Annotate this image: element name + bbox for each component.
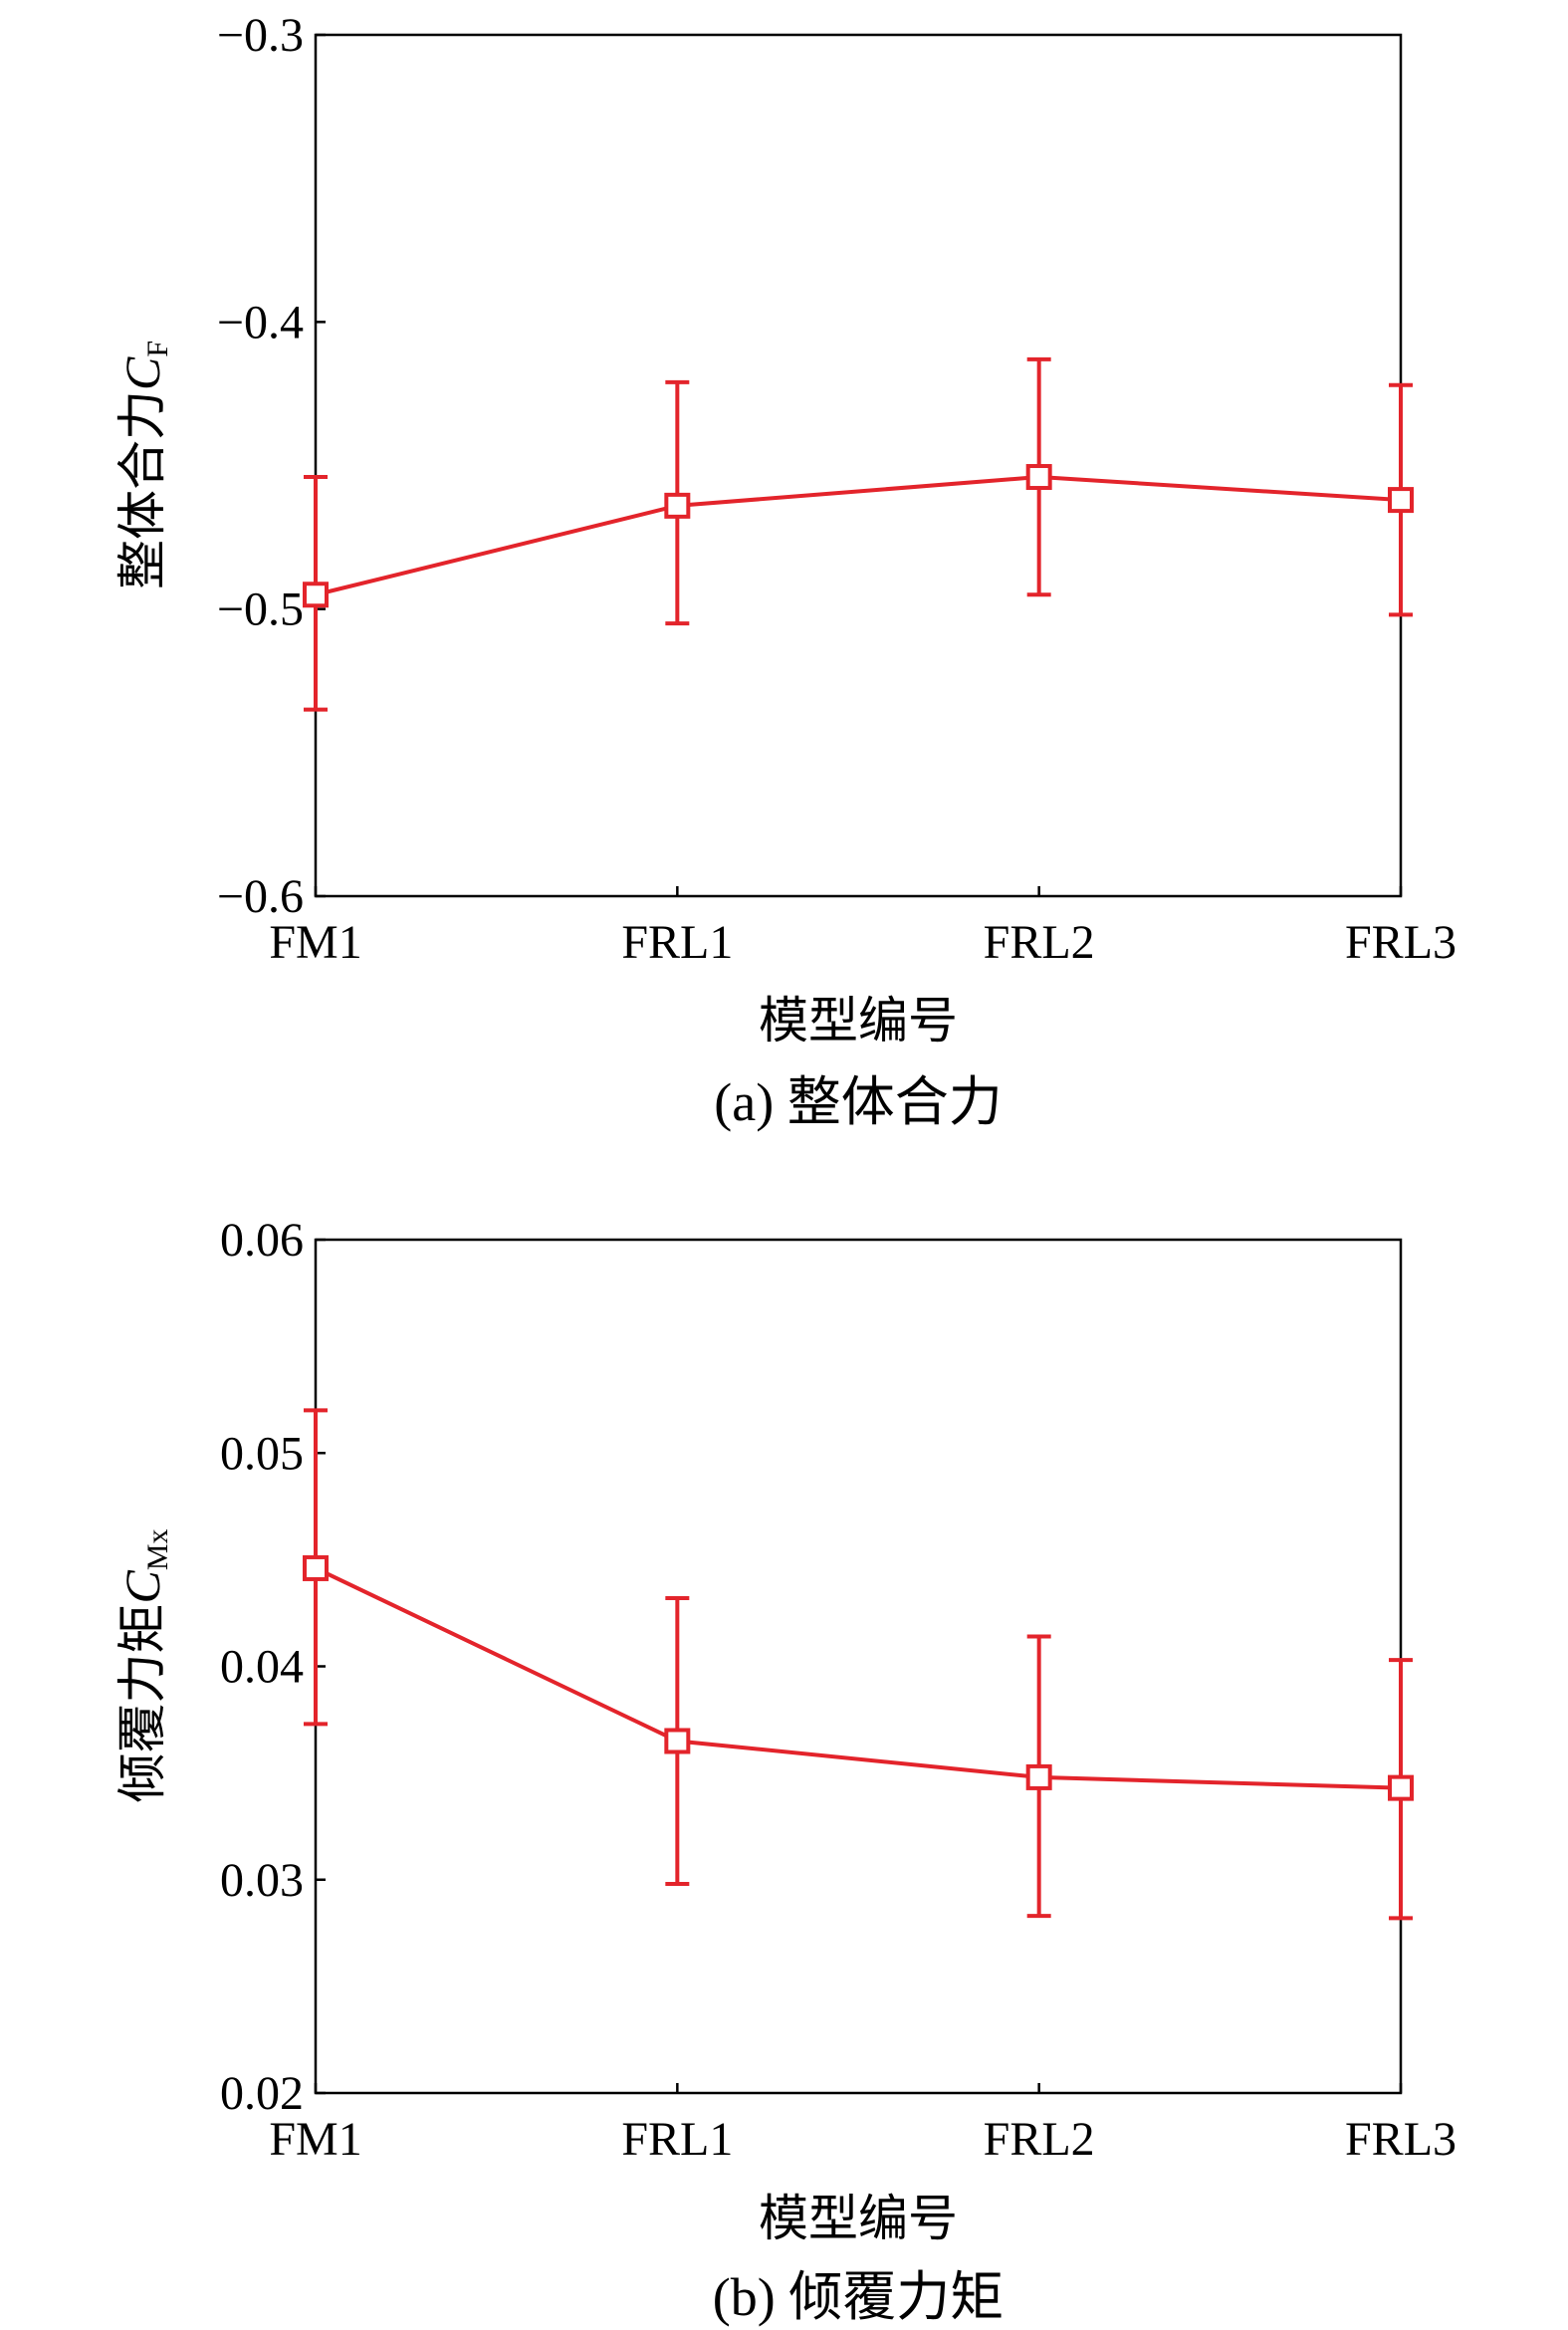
y-axis-symbol: C — [114, 1570, 170, 1604]
svg-text:倾覆力矩CMx: 倾覆力矩CMx — [114, 1528, 174, 1802]
x-tick-label: FM1 — [269, 916, 361, 969]
x-axis-title: 模型编号 — [759, 2191, 958, 2246]
data-point-marker — [1025, 464, 1052, 491]
chart-panel-a: FM1 FRL1 FRL2 FRL3 −0.6 −0.5 −0.4 −0.3 模型编号 整体… — [114, 9, 1456, 1132]
data-point-marker — [303, 1554, 329, 1581]
data-point-marker — [1388, 487, 1414, 514]
y-ticks: 0.02 0.03 0.04 0.05 0.06 — [220, 1214, 326, 2120]
x-ticks: FM1 FRL1 FRL2 FRL3 — [269, 2083, 1456, 2166]
data-series — [303, 1408, 1414, 1921]
y-axis-title: 整体合力CF — [114, 341, 174, 589]
series-line — [315, 1566, 1402, 1790]
y-axis-title: 倾覆力矩CMx — [114, 1528, 174, 1802]
x-tick-label: FRL2 — [984, 916, 1095, 969]
svg-text:整体合力CF: 整体合力CF — [114, 341, 174, 589]
data-point-marker — [303, 582, 329, 608]
y-tick-label: 0.04 — [220, 1641, 304, 1694]
y-axis-subscript: Mx — [141, 1528, 174, 1570]
x-axis-title: 模型编号 — [759, 993, 958, 1048]
y-axis-title-text: 整体合力 — [114, 390, 170, 589]
x-tick-label: FRL1 — [621, 2113, 733, 2166]
chart-panel-b: FM1 FRL1 FRL2 FRL3 0.02 0.03 0.04 0.05 0.06 模型编… — [114, 1214, 1456, 2327]
x-ticks: FM1 FRL1 FRL2 FRL3 — [269, 886, 1456, 969]
data-point-marker — [664, 492, 691, 519]
y-ticks: −0.6 −0.5 −0.4 −0.3 — [217, 9, 326, 923]
data-series — [303, 356, 1414, 712]
panel-caption: (a) 整体合力 — [714, 1072, 1002, 1132]
y-axis-title-text: 倾覆力矩 — [114, 1604, 170, 1803]
y-tick-label: 0.02 — [220, 2067, 304, 2120]
plot-frame — [314, 1238, 1403, 2095]
x-tick-label: FRL3 — [1345, 2113, 1456, 2166]
y-tick-label: 0.05 — [220, 1427, 304, 1480]
x-tick-label: FM1 — [269, 2113, 361, 2166]
y-tick-label: −0.3 — [217, 9, 304, 62]
x-tick-label: FRL1 — [621, 916, 733, 969]
plot-frame — [314, 33, 1403, 898]
y-axis-subscript: F — [141, 341, 174, 357]
y-tick-label: 0.06 — [220, 1214, 304, 1267]
y-tick-label: −0.4 — [217, 296, 304, 349]
y-tick-label: 0.03 — [220, 1854, 304, 1907]
data-point-marker — [664, 1728, 691, 1754]
series-line — [315, 475, 1402, 597]
data-point-marker — [1025, 1763, 1052, 1790]
x-tick-label: FRL3 — [1345, 916, 1456, 969]
y-tick-label: −0.5 — [217, 583, 304, 636]
panel-caption: (b) 倾覆力矩 — [713, 2267, 1004, 2327]
data-point-marker — [1388, 1774, 1414, 1801]
y-axis-symbol: C — [114, 356, 170, 390]
x-tick-label: FRL2 — [984, 2113, 1095, 2166]
y-tick-label: −0.6 — [217, 870, 304, 923]
